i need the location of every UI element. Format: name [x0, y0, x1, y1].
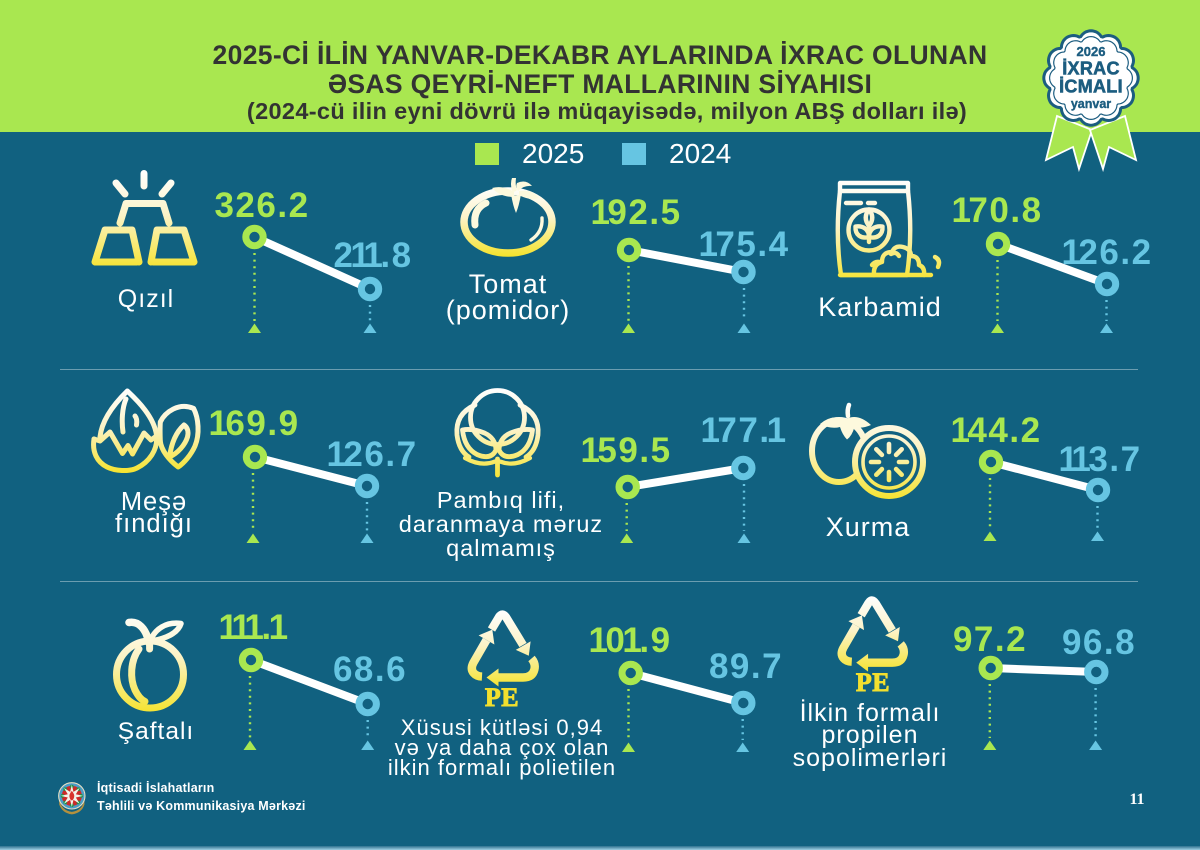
svg-text:İCMALI: İCMALI [1059, 77, 1123, 97]
svg-text:2026: 2026 [1077, 44, 1106, 59]
svg-text:yanvar: yanvar [1071, 97, 1111, 111]
svg-text:İXRAC: İXRAC [1062, 59, 1120, 79]
